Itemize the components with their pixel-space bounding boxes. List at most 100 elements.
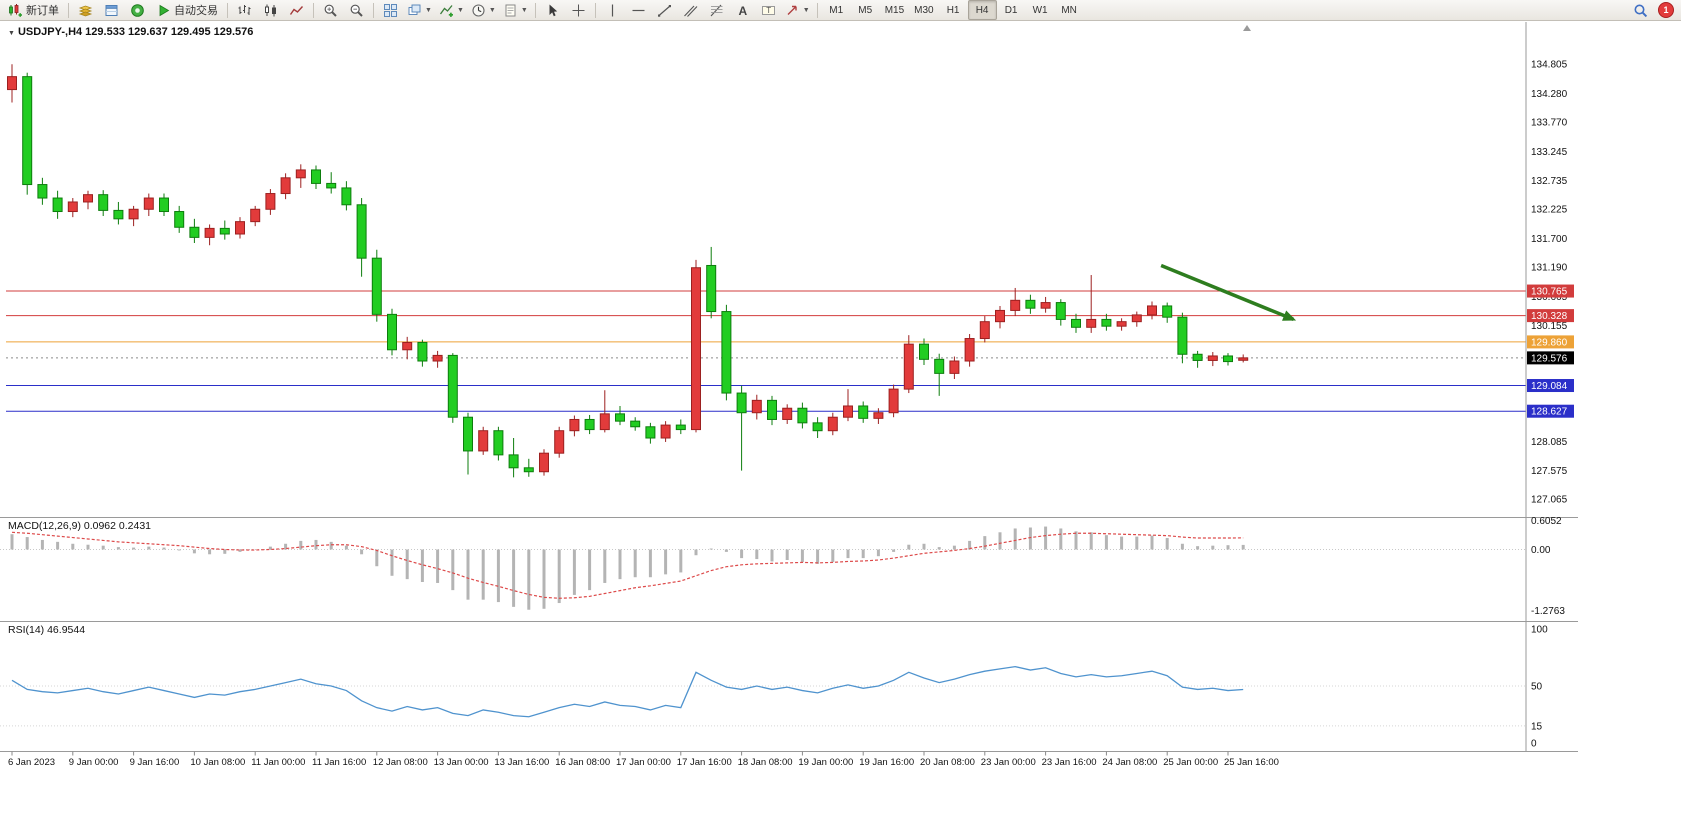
templates-button[interactable]: ▼ [500,0,531,20]
template-icon [505,4,516,16]
zoom-in-button[interactable] [318,0,343,20]
candle [128,208,139,220]
text-button[interactable]: A [730,0,755,20]
data-window-icon [105,4,118,16]
chevron-down-icon: ▼ [456,6,464,14]
time-axis-label: 9 Jan 00:00 [69,757,119,768]
timeframe-M30[interactable]: M30 [914,4,934,16]
candle [812,422,823,432]
trendline-icon [657,4,671,17]
channel-button[interactable] [678,0,703,20]
new-order-icon [9,3,22,17]
trend-arrow[interactable] [1160,263,1295,322]
timeframe-MN[interactable]: MN [1061,4,1077,16]
symbol-ohlc-text: USDJPY-,H4 129.533 129.637 129.495 129.5… [17,26,254,38]
price-badge [1527,404,1574,418]
label-button[interactable]: T [756,0,781,20]
candle [37,184,48,199]
new-order-button[interactable]: 新订单 [3,0,64,20]
tile-windows-button[interactable] [378,0,403,20]
navigator-button[interactable] [125,0,150,20]
candle [219,227,230,235]
price-badge [1527,379,1574,393]
timeframe-M1[interactable]: M1 [829,4,844,16]
chart-area[interactable]: 134.805 134.280 133.770 133.245 132.735 132.2… [0,22,1681,830]
notification-badge[interactable]: 1 [1658,2,1674,18]
price-axis-label: 131.190 [1531,263,1568,274]
candle [736,392,747,414]
time-axis-label: 25 Jan 16:00 [1224,757,1279,768]
time-axis-label: 13 Jan 00:00 [434,757,489,768]
candle [463,416,473,452]
timeframe-M15[interactable]: M15 [884,4,905,16]
candle [645,426,656,439]
candle [615,413,625,422]
zoom-in-icon [324,4,337,17]
auto-trading-button[interactable]: 自动交易 [151,0,223,20]
auto-trading-label: 自动交易 [174,5,218,17]
data-window-button[interactable] [99,0,124,20]
candle [371,257,382,315]
periods-button[interactable]: ▼ [468,0,499,20]
price-axis-label: 128.085 [1531,437,1568,448]
trendline-button[interactable] [652,0,677,20]
candle [159,197,169,213]
arrange-windows-icon [408,4,421,15]
zoom-out-icon [350,4,363,17]
candle [675,424,686,431]
candle [584,418,595,431]
chevron-down-icon: ▼ [802,6,810,14]
price-axis-label: 130.155 [1531,321,1568,332]
market-watch-button[interactable] [73,0,98,20]
candle [539,452,549,473]
candle [1010,299,1021,311]
line-chart-button[interactable] [284,0,309,20]
timeframe-H1[interactable]: H1 [946,4,960,16]
candle [888,388,899,414]
symbol-dropdown-icon[interactable]: ▼ [8,30,15,37]
timeframe-M5[interactable]: M5 [858,4,873,16]
auto-trading-play-icon [159,4,170,16]
search-button[interactable] [1628,0,1653,20]
vertical-line-icon [611,4,613,16]
price-badge [1527,335,1574,349]
market-watch-icon [78,5,93,16]
chart-shift-marker[interactable] [1243,25,1251,31]
candle [554,430,565,454]
toolbar: 新订单 自动交易 [0,0,1681,21]
bar-chart-button[interactable] [232,0,257,20]
macd-axis-label: 0.6052 [1531,516,1562,527]
cursor-button[interactable] [540,0,565,20]
time-axis-label: 6 Jan 2023 [8,757,55,768]
clock-icon [472,3,485,17]
horizontal-line-button[interactable] [626,0,651,20]
price-badge [1527,284,1574,298]
zoom-out-button[interactable] [344,0,369,20]
candle [447,354,458,418]
arrange-windows-button[interactable]: ▼ [404,0,435,20]
crosshair-button[interactable] [566,0,591,20]
candle [964,338,975,362]
price-badge-label: 129.860 [1531,337,1568,348]
fibonacci-button[interactable] [704,0,729,20]
macd-axis-label: 0.00 [1531,545,1551,556]
candle [326,182,337,189]
indicators-button[interactable]: ▼ [436,0,467,20]
candlestick-chart-button[interactable] [258,0,283,20]
arrows-button[interactable]: ▼ [782,0,813,20]
candle [1131,314,1142,323]
time-axis-label: 19 Jan 00:00 [798,757,853,768]
timeframe-W1[interactable]: W1 [1032,4,1048,16]
candle [508,454,519,469]
vertical-line-button[interactable] [600,0,625,20]
timeframe-D1[interactable]: D1 [1004,4,1018,16]
candle [189,226,200,238]
time-axis-label: 20 Jan 08:00 [920,757,975,768]
timeframe-H4[interactable]: H4 [967,0,997,20]
candle [341,187,352,206]
candle [387,313,397,351]
crosshair-icon [572,4,585,16]
toolbar-separator [227,2,228,18]
toolbar-separator [373,2,374,18]
time-axis-label: 13 Jan 16:00 [494,757,549,768]
